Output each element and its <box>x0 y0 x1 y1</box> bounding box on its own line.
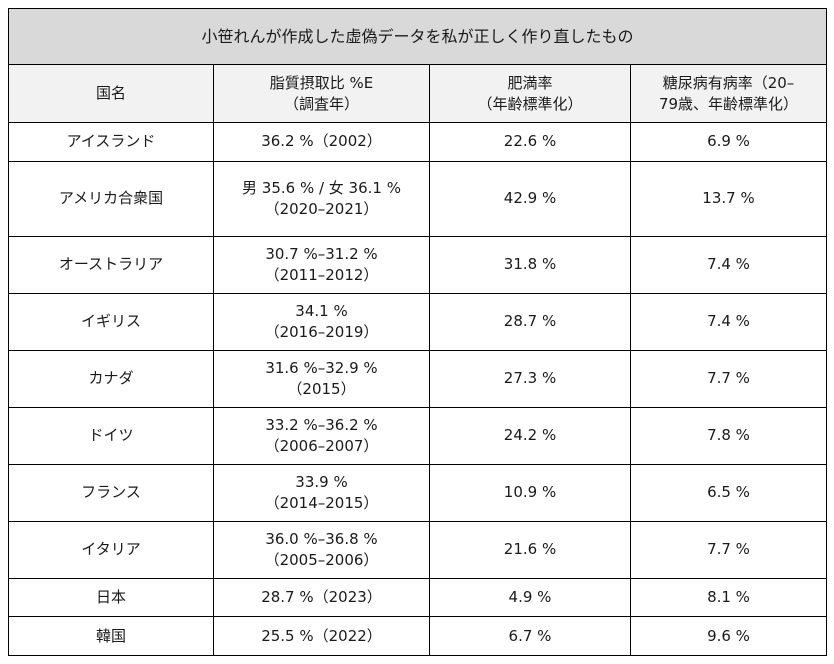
fat-ratio-cell: 30.7 %–31.2 % （2011–2012） <box>213 235 430 294</box>
obesity-cell: 21.6 % <box>429 520 631 579</box>
table-row: アメリカ合衆国 男 35.6 % / 女 36.1 % （2020–2021） 42.… <box>8 160 828 237</box>
fat-ratio-line: 36.2 %（2002） <box>261 132 382 151</box>
fat-ratio-line: （2011–2012） <box>264 265 379 284</box>
table-row: 日本 28.7 %（2023） 4.9 % 8.1 % <box>8 577 828 618</box>
country-cell: アイスランド <box>8 122 214 162</box>
table-body: アイスランド 36.2 %（2002） 22.6 % 6.9 % アメリカ合衆国男 35… <box>8 122 828 656</box>
country-cell: 日本 <box>8 577 214 618</box>
fat-ratio-cell: 男 35.6 % / 女 36.1 % （2020–2021） <box>213 160 430 237</box>
obesity-cell: 42.9 % <box>429 160 631 237</box>
obesity-cell: 4.9 % <box>429 577 631 618</box>
fat-ratio-cell: 31.6 %–32.9 % （2015） <box>213 349 430 408</box>
fat-ratio-line: 28.7 %（2023） <box>261 587 382 606</box>
table-row: カナダ 31.6 %–32.9 % （2015） 27.3 % 7.7 % <box>8 349 828 408</box>
diabetes-cell: 13.7 % <box>629 160 828 237</box>
fat-ratio-line: （2005–2006） <box>264 550 379 569</box>
diabetes-cell: 7.4 % <box>629 292 828 351</box>
fat-ratio-line: 25.5 %（2022） <box>261 626 382 645</box>
table-row: ドイツ 33.2 %–36.2 % （2006–2007） 24.2 % 7.8 % <box>8 406 828 465</box>
table-row: イタリア 36.0 %–36.8 % （2005–2006） 21.6 % 7.7 % <box>8 520 828 579</box>
country-cell: ドイツ <box>8 406 214 465</box>
fat-ratio-cell: 33.2 %–36.2 % （2006–2007） <box>213 406 430 465</box>
table-row: 韓国 25.5 %（2022） 6.7 % 9.6 % <box>8 616 828 656</box>
country-cell: アメリカ合衆国 <box>8 160 214 237</box>
fat-ratio-line: （2016–2019） <box>264 322 379 341</box>
obesity-cell: 10.9 % <box>429 463 631 522</box>
fat-ratio-line: （2014–2015） <box>264 493 379 512</box>
fat-ratio-line: 34.1 % <box>295 301 348 320</box>
diabetes-cell: 6.5 % <box>629 463 828 522</box>
fat-ratio-cell: 34.1 % （2016–2019） <box>213 292 430 351</box>
country-cell: イタリア <box>8 520 214 579</box>
fat-ratio-line: 33.9 % <box>295 472 348 491</box>
fat-ratio-cell: 33.9 % （2014–2015） <box>213 463 430 522</box>
obesity-cell: 27.3 % <box>429 349 631 408</box>
table-row: オーストラリア 30.7 %–31.2 % （2011–2012） 31.8 % 7.4… <box>8 235 828 294</box>
diabetes-cell: 7.7 % <box>629 520 828 579</box>
diabetes-cell: 7.8 % <box>629 406 828 465</box>
fat-ratio-line: 36.0 %–36.8 % <box>265 529 378 548</box>
fat-ratio-cell: 28.7 %（2023） <box>213 577 430 618</box>
header-obesity-rate: 肥満率 （年齢標準化） <box>429 64 631 123</box>
fat-ratio-line: （2006–2007） <box>264 436 379 455</box>
table-row: アイスランド 36.2 %（2002） 22.6 % 6.9 % <box>8 122 828 162</box>
fat-ratio-line: 30.7 %–31.2 % <box>265 244 378 263</box>
table-row: フランス 33.9 % （2014–2015） 10.9 % 6.5 % <box>8 463 828 522</box>
table-title: 小笹れんが作成した虚偽データを私が正しく作り直したもの <box>7 8 828 65</box>
fat-ratio-cell: 36.2 %（2002） <box>213 122 430 162</box>
obesity-cell: 28.7 % <box>429 292 631 351</box>
obesity-cell: 6.7 % <box>429 616 631 656</box>
header-fat-ratio: 脂質摂取比 %E （調査年） <box>213 64 430 123</box>
fat-ratio-line: （2020–2021） <box>264 199 379 218</box>
diabetes-cell: 7.4 % <box>629 235 828 294</box>
document-page: 小笹れんが作成した虚偽データを私が正しく作り直したもの 国名 脂質摂取比 %E … <box>7 8 828 656</box>
fat-ratio-line: 33.2 %–36.2 % <box>265 415 378 434</box>
fat-ratio-cell: 36.0 %–36.8 % （2005–2006） <box>213 520 430 579</box>
obesity-cell: 22.6 % <box>429 122 631 162</box>
country-cell: フランス <box>8 463 214 522</box>
fat-ratio-line: 31.6 %–32.9 % <box>265 358 378 377</box>
diabetes-cell: 6.9 % <box>629 122 828 162</box>
diabetes-cell: 9.6 % <box>629 616 828 656</box>
country-cell: カナダ <box>8 349 214 408</box>
obesity-cell: 24.2 % <box>429 406 631 465</box>
fat-ratio-cell: 25.5 %（2022） <box>213 616 430 656</box>
diabetes-cell: 7.7 % <box>629 349 828 408</box>
fat-ratio-line: 男 35.6 % / 女 36.1 % <box>242 178 401 197</box>
header-diabetes-rate: 糖尿病有病率（20– 79歳、年齢標準化） <box>629 64 828 123</box>
country-cell: 韓国 <box>8 616 214 656</box>
header-country: 国名 <box>8 64 214 123</box>
fat-ratio-line: （2015） <box>287 379 356 398</box>
obesity-cell: 31.8 % <box>429 235 631 294</box>
country-cell: イギリス <box>8 292 214 351</box>
data-table: 小笹れんが作成した虚偽データを私が正しく作り直したもの 国名 脂質摂取比 %E … <box>7 8 828 656</box>
table-row: イギリス 34.1 % （2016–2019） 28.7 % 7.4 % <box>8 292 828 351</box>
diabetes-cell: 8.1 % <box>629 577 828 618</box>
country-cell: オーストラリア <box>8 235 214 294</box>
